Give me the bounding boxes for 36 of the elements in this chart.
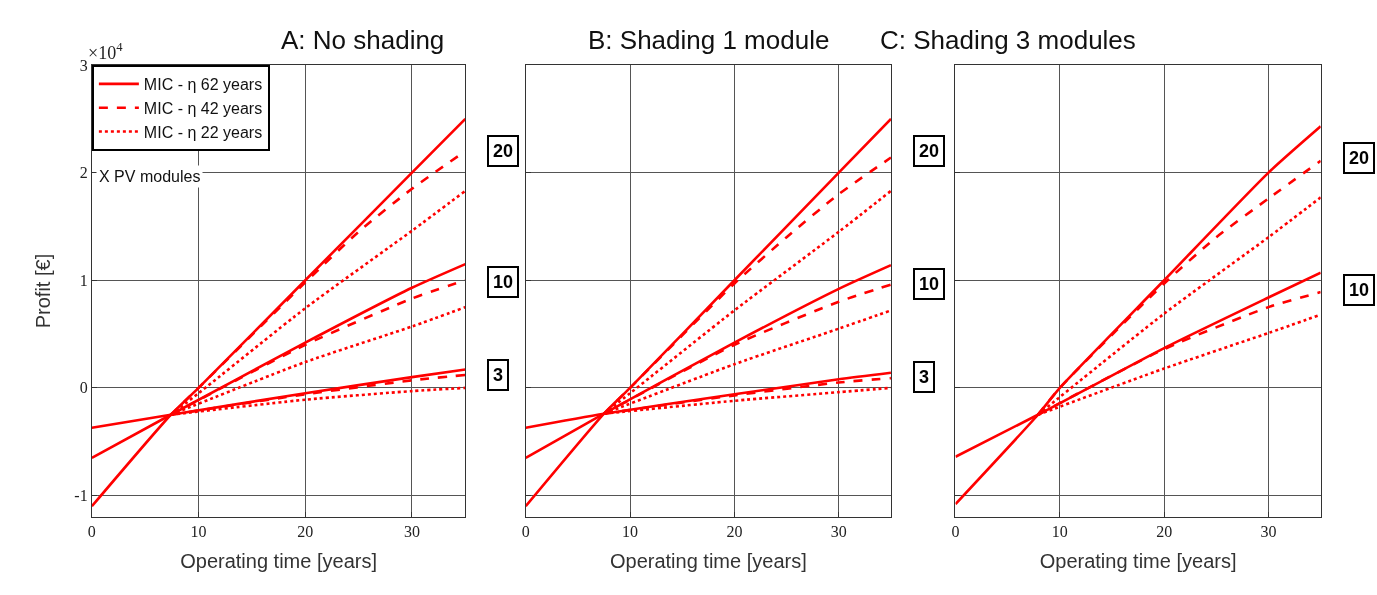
text: ×10$^{4}$ bbox=[88, 40, 124, 63]
text: 20 bbox=[493, 141, 514, 161]
chart-title: A: No shading bbox=[281, 25, 445, 55]
y-axis-title: Profit [€] bbox=[31, 253, 54, 329]
x-tick-label: 10 bbox=[190, 523, 207, 541]
text: 10 bbox=[919, 274, 940, 294]
legend-label: MIC - η 42 years bbox=[143, 99, 263, 117]
y-tick-label: -1 bbox=[74, 487, 88, 505]
annotation: X PV modules bbox=[99, 168, 201, 185]
legend-label: MIC - η 22 years bbox=[143, 123, 263, 141]
text: 3 bbox=[919, 367, 930, 387]
y-tick-label: 2 bbox=[79, 164, 88, 182]
y-tick-label: 3 bbox=[79, 56, 88, 74]
text: 3 bbox=[493, 365, 504, 385]
x-axis-title: Operating time [years] bbox=[180, 549, 377, 572]
y-tick-label: 0 bbox=[79, 379, 88, 397]
x-tick-label: 10 bbox=[622, 523, 639, 541]
x-tick-label: 30 bbox=[1260, 523, 1277, 541]
text: 10 bbox=[1349, 280, 1370, 300]
chart-title: B: Shading 1 module bbox=[588, 25, 830, 55]
text: 10 bbox=[493, 272, 514, 292]
x-tick-label: 30 bbox=[403, 523, 420, 541]
legend-label: MIC - η 62 years bbox=[143, 76, 263, 94]
y-tick-label: 1 bbox=[79, 271, 88, 289]
x-tick-label: 20 bbox=[726, 523, 743, 541]
x-tick-label: 30 bbox=[830, 523, 847, 541]
x-tick-label: 0 bbox=[521, 523, 530, 541]
x-tick-label: 20 bbox=[1156, 523, 1173, 541]
chart-title: C: Shading 3 modules bbox=[880, 25, 1136, 55]
text: 20 bbox=[1349, 148, 1370, 168]
x-axis-title: Operating time [years] bbox=[1039, 549, 1237, 572]
x-tick-label: 20 bbox=[297, 523, 314, 541]
x-tick-label: 10 bbox=[1051, 523, 1068, 541]
text: 20 bbox=[919, 141, 940, 161]
x-tick-label: 0 bbox=[951, 523, 960, 541]
x-axis-title: Operating time [years] bbox=[609, 549, 807, 572]
